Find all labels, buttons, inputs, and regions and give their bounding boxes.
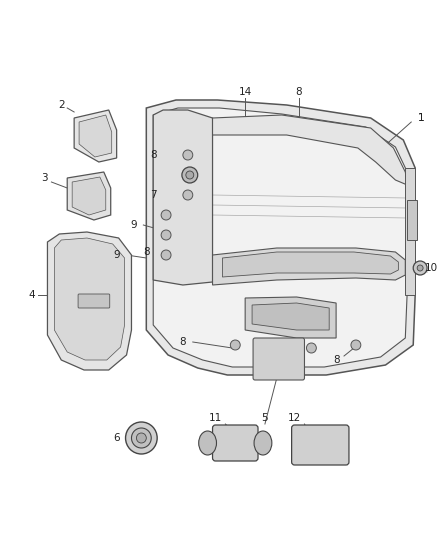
Circle shape <box>131 428 151 448</box>
Polygon shape <box>74 110 117 162</box>
Text: 8: 8 <box>295 87 302 97</box>
Polygon shape <box>54 238 124 360</box>
Circle shape <box>183 190 193 200</box>
Circle shape <box>183 150 193 160</box>
Circle shape <box>351 340 361 350</box>
Circle shape <box>182 167 198 183</box>
FancyBboxPatch shape <box>212 425 258 461</box>
Text: 8: 8 <box>150 150 156 160</box>
Circle shape <box>417 265 423 271</box>
Polygon shape <box>252 303 329 330</box>
Circle shape <box>161 210 171 220</box>
Circle shape <box>183 170 193 180</box>
Text: 3: 3 <box>41 173 48 183</box>
Text: 9: 9 <box>130 220 137 230</box>
Text: 12: 12 <box>288 413 301 423</box>
Polygon shape <box>212 115 407 185</box>
Circle shape <box>307 343 316 353</box>
Polygon shape <box>153 110 212 285</box>
Text: 9: 9 <box>113 250 120 260</box>
Text: 8: 8 <box>333 355 339 365</box>
Circle shape <box>161 250 171 260</box>
Polygon shape <box>72 177 106 215</box>
FancyBboxPatch shape <box>292 425 349 465</box>
Text: 14: 14 <box>239 87 252 97</box>
Text: 5: 5 <box>261 413 268 423</box>
Circle shape <box>186 171 194 179</box>
Ellipse shape <box>199 431 216 455</box>
Text: 1: 1 <box>418 113 424 123</box>
Polygon shape <box>153 108 407 367</box>
Polygon shape <box>245 297 336 338</box>
Text: 11: 11 <box>209 413 222 423</box>
Polygon shape <box>146 100 415 375</box>
Circle shape <box>413 261 427 275</box>
Polygon shape <box>212 248 405 285</box>
Polygon shape <box>47 232 131 370</box>
Text: 2: 2 <box>58 100 64 110</box>
Text: 7: 7 <box>150 190 156 200</box>
Polygon shape <box>67 172 111 220</box>
Polygon shape <box>223 252 399 277</box>
Circle shape <box>136 433 146 443</box>
Text: 4: 4 <box>28 290 35 300</box>
Polygon shape <box>79 115 112 157</box>
FancyBboxPatch shape <box>253 338 304 380</box>
Text: 8: 8 <box>143 247 150 257</box>
Text: 1: 1 <box>418 113 424 123</box>
Text: 10: 10 <box>424 263 438 273</box>
Polygon shape <box>407 200 417 240</box>
Circle shape <box>230 340 240 350</box>
Circle shape <box>161 230 171 240</box>
Text: 6: 6 <box>113 433 120 443</box>
Ellipse shape <box>254 431 272 455</box>
Circle shape <box>126 422 157 454</box>
FancyBboxPatch shape <box>78 294 110 308</box>
Polygon shape <box>405 168 415 295</box>
Text: 8: 8 <box>180 337 186 347</box>
